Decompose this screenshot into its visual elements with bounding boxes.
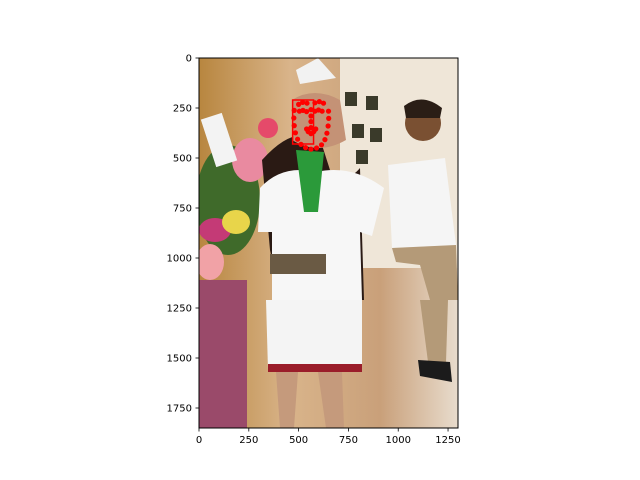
face-landmark-point [292, 130, 299, 136]
face-landmark-point [325, 108, 332, 114]
x-tick-label: 0 [196, 435, 202, 446]
face-landmark-point [291, 115, 297, 121]
y-tick-label: 1000 [167, 254, 192, 265]
x-tick-label: 1250 [435, 435, 460, 446]
face-landmark-point [308, 113, 314, 119]
x-tick-label: 500 [289, 435, 308, 446]
y-axis: 0 250 500 750 1000 1250 1500 1750 [167, 54, 199, 415]
x-tick-label: 1000 [386, 435, 411, 446]
face-landmark-point [318, 142, 325, 148]
photo-background [199, 58, 458, 428]
y-tick-label: 1500 [167, 354, 192, 365]
face-landmark-point [298, 141, 304, 147]
face-landmark-point [319, 108, 325, 114]
x-tick-label: 750 [339, 435, 358, 446]
face-landmark-point [313, 145, 320, 151]
face-landmark-point [312, 100, 318, 106]
face-landmark-point [296, 101, 302, 107]
plot-area-frame [198, 57, 459, 429]
y-tick-label: 250 [173, 104, 192, 115]
face-landmark-point [291, 107, 297, 113]
face-landmark-point [308, 107, 314, 113]
woman-figure [258, 58, 384, 428]
y-tick-label: 500 [173, 154, 192, 165]
seated-man [388, 99, 458, 382]
x-axis: 0 250 500 750 1000 1250 [196, 428, 461, 446]
face-landmark-point [302, 145, 309, 151]
face-landmark-point [303, 109, 310, 115]
face-landmark-point [295, 136, 301, 142]
face-landmark-point [325, 123, 331, 129]
face-landmark-point [311, 129, 317, 135]
y-tick-label: 750 [173, 204, 192, 215]
face-landmark-point [308, 119, 314, 125]
face-landmark-point [304, 100, 310, 106]
face-detection-overlay [291, 99, 332, 152]
face-landmark-point [322, 137, 328, 143]
face-landmark-point [305, 129, 311, 135]
y-tick-label: 1250 [167, 304, 192, 315]
face-landmark-point [308, 125, 314, 131]
face-landmark-point [324, 130, 330, 136]
y-tick-label: 1750 [167, 404, 192, 415]
flower-arrangement [199, 112, 278, 428]
y-tick-label: 0 [186, 54, 192, 65]
face-landmark-point [308, 146, 314, 152]
face-landmark-point [291, 123, 297, 129]
face-landmark-point [300, 99, 306, 105]
face-landmark-point [326, 115, 332, 121]
face-landmark-point [316, 99, 322, 105]
face-landmark-point [320, 100, 327, 106]
x-tick-label: 250 [239, 435, 258, 446]
